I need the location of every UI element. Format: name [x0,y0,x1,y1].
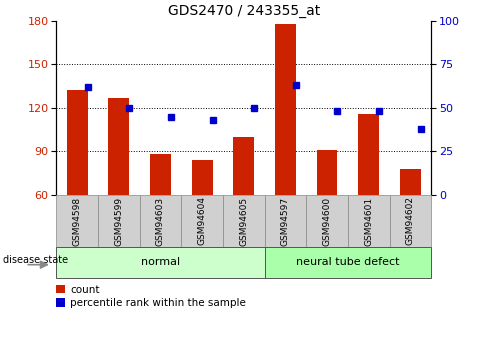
Bar [181,195,223,247]
Text: normal: normal [141,257,180,267]
Text: GSM94604: GSM94604 [197,197,207,246]
Bar [348,195,390,247]
Text: neural tube defect: neural tube defect [296,257,400,267]
Bar [108,98,129,195]
Bar [192,160,213,195]
Bar [223,195,265,247]
Bar [265,195,306,247]
Bar [233,137,254,195]
Bar [317,150,338,195]
Bar [56,247,265,278]
Bar [400,169,421,195]
Bar [56,195,98,247]
Bar [275,23,296,195]
Bar [306,195,348,247]
Bar [140,195,181,247]
Text: GSM94602: GSM94602 [406,197,415,246]
Bar [265,247,431,278]
Text: GSM94605: GSM94605 [239,197,248,246]
Bar [150,154,171,195]
Text: GSM94599: GSM94599 [114,197,123,246]
Title: GDS2470 / 243355_at: GDS2470 / 243355_at [168,4,320,18]
Bar [390,195,431,247]
Text: disease state: disease state [3,255,68,265]
Text: GSM94597: GSM94597 [281,197,290,246]
Text: GSM94600: GSM94600 [322,197,332,246]
Legend: count, percentile rank within the sample: count, percentile rank within the sample [55,285,246,308]
Text: GSM94601: GSM94601 [364,197,373,246]
Bar [67,90,88,195]
Text: GSM94603: GSM94603 [156,197,165,246]
Bar [358,114,379,195]
Bar [98,195,140,247]
Text: GSM94598: GSM94598 [73,197,82,246]
